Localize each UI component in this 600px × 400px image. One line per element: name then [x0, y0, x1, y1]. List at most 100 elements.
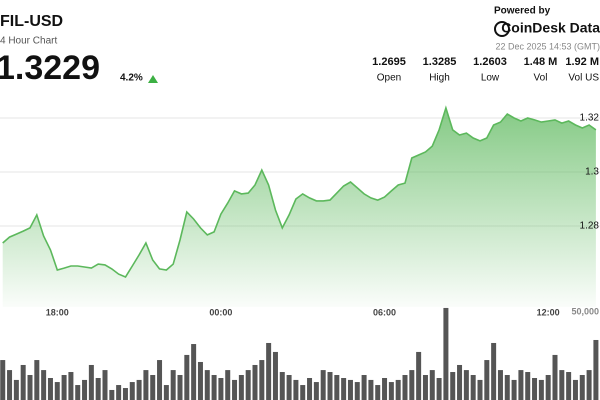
volume-bar	[477, 379, 483, 400]
volume-bar	[347, 379, 353, 400]
volume-bar	[266, 342, 272, 400]
volume-bar	[532, 378, 538, 400]
volume-bar	[109, 389, 115, 400]
volume-bar	[225, 370, 231, 400]
change: 4.2%	[120, 73, 143, 84]
volume-bar	[463, 370, 469, 400]
volume-bar	[436, 378, 442, 400]
volume-bar	[279, 372, 285, 400]
stat-value: 1.92 M	[565, 56, 599, 68]
volume-bar	[272, 351, 278, 400]
y2-tick-label: 50,000	[571, 306, 599, 316]
volume-bar	[511, 379, 517, 400]
volume-bar	[395, 379, 401, 400]
volume-bar	[518, 370, 524, 400]
volume-bar	[307, 378, 313, 400]
volume-bar	[75, 385, 81, 400]
volume-bar	[559, 370, 565, 400]
volume-bar	[34, 360, 40, 400]
volume-bar	[416, 351, 422, 400]
stat-label: Vol US	[568, 73, 599, 84]
volume-bar	[252, 364, 258, 400]
volume-bar	[150, 375, 156, 400]
up-arrow	[148, 75, 158, 83]
volume-bar	[484, 360, 490, 400]
volume-bar	[491, 342, 497, 400]
volume-bar	[334, 375, 340, 400]
stat-value: 1.48 M	[524, 56, 558, 68]
volume-bar	[136, 379, 142, 400]
volume-bar	[457, 364, 463, 400]
volume-bar	[54, 382, 60, 400]
volume-bar	[286, 375, 292, 400]
volume-bar	[122, 388, 128, 400]
volume-bar	[163, 385, 169, 400]
volume-bar	[525, 372, 531, 400]
volume-bar	[61, 375, 67, 400]
volume-bar	[341, 378, 347, 400]
volume-bar	[245, 370, 251, 400]
volume-bar	[470, 375, 476, 400]
volume-bar	[191, 344, 197, 400]
volume-bar	[88, 364, 94, 400]
subtitle: 4 Hour Chart	[0, 36, 57, 47]
volume-bar	[572, 379, 578, 400]
volume-bar	[579, 375, 585, 400]
volume-bar	[293, 379, 299, 400]
powered-by: Powered by	[494, 6, 551, 17]
volume-bar	[102, 370, 108, 400]
stat-label: Low	[481, 73, 500, 84]
x-tick-label: 06:00	[373, 307, 396, 317]
volume-bar	[184, 354, 190, 400]
volume-bar	[450, 372, 456, 400]
volume-bar	[116, 385, 122, 400]
stat-label: High	[429, 73, 450, 84]
volume-bar	[47, 378, 53, 400]
volume-bar	[586, 370, 592, 400]
stat-label: Vol	[534, 73, 548, 84]
volume-bar	[552, 354, 558, 400]
volume-bar	[27, 375, 33, 400]
volume-bar	[129, 382, 135, 400]
volume-bar	[368, 379, 374, 400]
volume-bar	[197, 361, 203, 400]
stat-value: 1.2695	[372, 56, 406, 68]
volume-bar	[566, 372, 572, 400]
volume-bar	[313, 382, 319, 400]
timestamp: 22 Dec 2025 14:53 (GMT)	[495, 41, 600, 51]
volume-bar	[7, 370, 13, 400]
volume-bar	[545, 375, 551, 400]
volume-bar	[177, 375, 183, 400]
volume-bar	[238, 375, 244, 400]
volume-bar	[218, 378, 224, 400]
volume-bar	[157, 360, 163, 400]
volume-bar	[382, 378, 388, 400]
y-tick-label: 1.3	[585, 167, 599, 178]
x-tick-label: 18:00	[46, 307, 69, 317]
volume-bar	[143, 370, 149, 400]
volume-bar	[211, 375, 217, 400]
volume-bar	[422, 375, 428, 400]
price: 1.3229	[0, 49, 100, 87]
area	[2, 108, 596, 307]
volume-bar	[41, 370, 47, 400]
volume-bar	[361, 375, 367, 400]
volume-bar	[82, 379, 88, 400]
x-tick-label: 00:00	[209, 307, 232, 317]
volume-bar	[354, 382, 360, 400]
plot	[0, 105, 600, 307]
x-tick-label: 12:00	[537, 307, 560, 317]
volume-bar	[320, 370, 326, 400]
stat-label: Open	[377, 73, 401, 84]
volume-bar	[68, 372, 74, 400]
brand-logo	[494, 21, 510, 37]
brand: CoinDesk Data	[501, 20, 600, 36]
volume-bar	[259, 360, 265, 400]
volume-bar	[504, 375, 510, 400]
stat-value: 1.2603	[473, 56, 507, 68]
volume-bar	[409, 370, 415, 400]
y-tick-label: 1.28	[580, 221, 600, 232]
price-line	[2, 105, 597, 279]
volume-bar	[204, 370, 210, 400]
